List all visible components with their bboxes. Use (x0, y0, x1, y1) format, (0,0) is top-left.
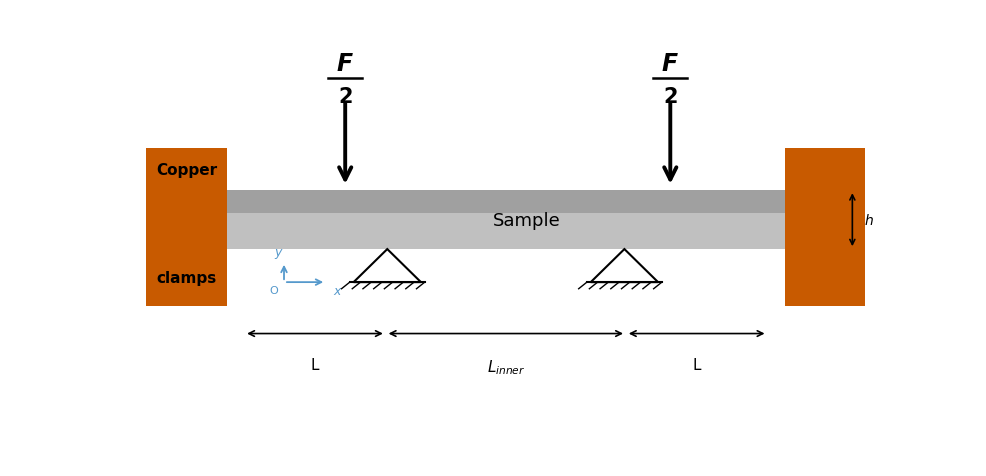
Text: $h$: $h$ (863, 213, 873, 228)
Text: O: O (269, 286, 278, 296)
FancyBboxPatch shape (784, 149, 865, 307)
Text: clamps: clamps (156, 270, 216, 286)
Text: x: x (333, 284, 341, 298)
Text: L: L (311, 357, 318, 373)
FancyBboxPatch shape (192, 191, 861, 249)
Text: $\mathbf{2}$: $\mathbf{2}$ (337, 87, 352, 107)
Text: Sample: Sample (492, 211, 560, 229)
Text: y: y (274, 245, 281, 258)
Text: $\mathbf{2}$: $\mathbf{2}$ (663, 87, 677, 107)
Text: $\mathit{L}_{inner}$: $\mathit{L}_{inner}$ (486, 357, 525, 377)
FancyBboxPatch shape (192, 191, 861, 213)
Text: Copper: Copper (156, 162, 217, 177)
Text: $\boldsymbol{F}$: $\boldsymbol{F}$ (336, 51, 354, 76)
Text: L: L (692, 357, 700, 373)
Text: $\boldsymbol{F}$: $\boldsymbol{F}$ (661, 51, 678, 76)
FancyBboxPatch shape (146, 149, 227, 307)
